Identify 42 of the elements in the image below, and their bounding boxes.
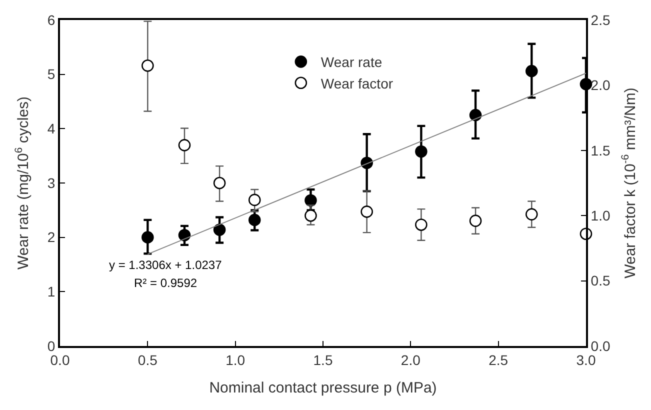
point <box>213 224 226 236</box>
point <box>469 214 482 227</box>
y-tick-label: 5 <box>47 66 56 82</box>
y-tick-label: 3 <box>47 174 56 191</box>
x-tick-label: 0.5 <box>138 352 158 368</box>
y2-tick-label: 0.0 <box>590 338 610 354</box>
point <box>248 194 261 206</box>
point <box>415 145 428 158</box>
y2-tick-label: 2.0 <box>590 77 610 94</box>
x-tick-label: 3.0 <box>576 352 596 368</box>
point <box>178 139 191 152</box>
x-tick-label: 1.0 <box>226 352 246 368</box>
x-tick-label: 0.0 <box>50 352 70 368</box>
annotation: R² = 0.9592 <box>134 276 198 290</box>
annotation: y = 1.3306x + 1.0237 <box>109 258 222 272</box>
x-axis-title: Nominal contact pressure p (MPa) <box>209 379 437 396</box>
point <box>415 218 428 231</box>
x-tick-label: 2.0 <box>400 352 421 368</box>
point <box>304 194 317 207</box>
point <box>142 231 154 244</box>
y2-tick-label: 1.0 <box>590 208 610 224</box>
y2-tick-label: 1.5 <box>590 142 610 158</box>
point <box>178 229 191 242</box>
point <box>248 214 261 226</box>
y-tick-label: 4 <box>47 120 56 137</box>
y-tick-label: 0 <box>47 338 56 354</box>
point <box>526 208 538 220</box>
legend-label: Wear rate <box>320 54 382 70</box>
point <box>526 64 538 78</box>
y-tick-label: 6 <box>47 12 56 28</box>
legend-label: Wear factor <box>320 75 394 92</box>
x-tick-label: 1.5 <box>313 352 333 368</box>
point <box>304 209 317 222</box>
point <box>213 176 226 190</box>
y-tick-label: 1 <box>47 284 56 300</box>
point <box>360 206 373 218</box>
y-tick-label: 2 <box>47 229 56 246</box>
point <box>469 108 482 122</box>
y2-tick-label: 2.5 <box>590 12 610 28</box>
point <box>142 59 154 72</box>
y2-tick-label: 0.5 <box>590 272 610 289</box>
x-tick-label: 2.5 <box>488 352 508 368</box>
